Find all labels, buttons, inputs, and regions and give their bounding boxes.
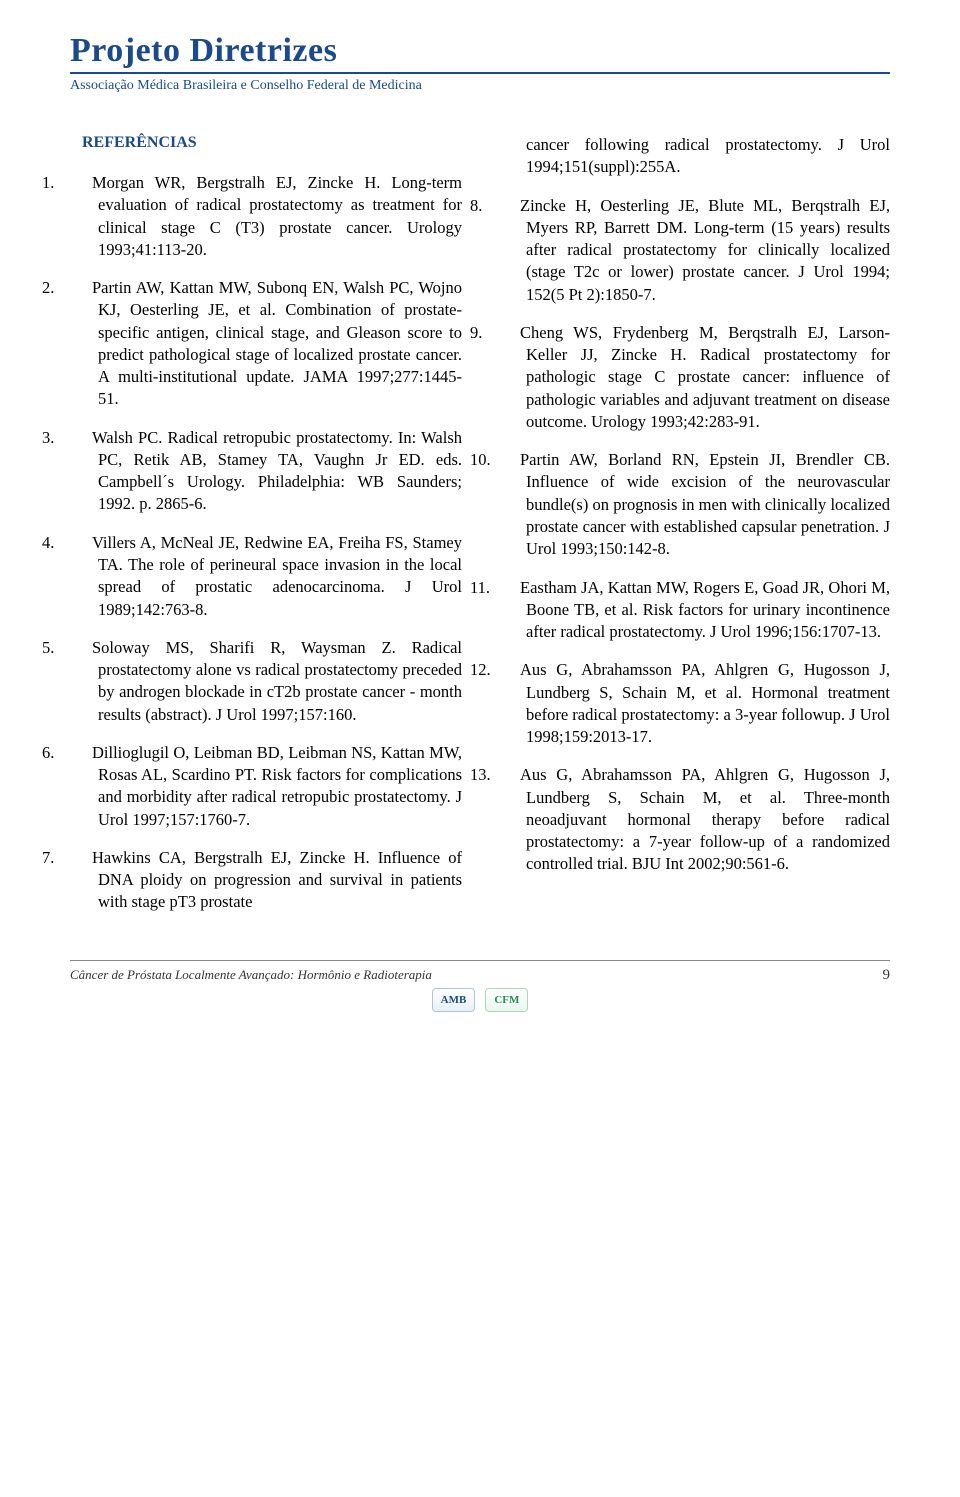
reference-text: Villers A, McNeal JE, Redwine EA, Freiha… (92, 533, 462, 619)
reference-item: 6.Dillioglugil O, Leibman BD, Leibman NS… (70, 742, 462, 831)
reference-item: 3.Walsh PC. Radical retropubic prostatec… (70, 427, 462, 516)
reference-item: 4.Villers A, McNeal JE, Redwine EA, Frei… (70, 532, 462, 621)
reference-number: 6. (70, 742, 92, 764)
reference-number: 7. (70, 847, 92, 869)
reference-number: 10. (498, 449, 520, 471)
reference-item: 13.Aus G, Abrahamsson PA, Ahlgren G, Hug… (498, 764, 890, 875)
left-column: REFERÊNCIAS 1.Morgan WR, Bergstralh EJ, … (70, 134, 462, 930)
reference-number: 11. (498, 577, 520, 599)
right-column: cancer following radical prostatectomy. … (498, 134, 890, 930)
amb-logo-icon: AMB (432, 988, 476, 1012)
reference-text: Walsh PC. Radical retropubic prostatecto… (92, 428, 462, 514)
reference-text: Dillioglugil O, Leibman BD, Leibman NS, … (92, 743, 462, 829)
reference-text: Aus G, Abrahamsson PA, Ahlgren G, Hugoss… (520, 765, 890, 873)
reference-text: Eastham JA, Kattan MW, Rogers E, Goad JR… (520, 578, 890, 642)
reference-number: 2. (70, 277, 92, 299)
reference-number: 3. (70, 427, 92, 449)
reference-number: 13. (498, 764, 520, 786)
reference-number: 8. (498, 195, 520, 217)
reference-item: 7.Hawkins CA, Bergstralh EJ, Zincke H. I… (70, 847, 462, 914)
cfm-logo-icon: CFM (485, 988, 528, 1012)
reference-item: 12.Aus G, Abrahamsson PA, Ahlgren G, Hug… (498, 659, 890, 748)
reference-continuation: cancer following radical prostatectomy. … (498, 134, 890, 179)
page: Projeto Diretrizes Associação Médica Bra… (0, 0, 960, 1032)
footer-logos: AMB CFM (70, 988, 890, 1012)
reference-text: Partin AW, Borland RN, Epstein JI, Brend… (520, 450, 890, 558)
reference-number: 12. (498, 659, 520, 681)
reference-text: Soloway MS, Sharifi R, Waysman Z. Radica… (92, 638, 462, 724)
reference-item: 10.Partin AW, Borland RN, Epstein JI, Br… (498, 449, 890, 560)
reference-text: Morgan WR, Bergstralh EJ, Zincke H. Long… (92, 173, 462, 259)
page-footer: Câncer de Próstata Localmente Avançado: … (70, 960, 890, 984)
reference-text: Aus G, Abrahamsson PA, Ahlgren G, Hugoss… (520, 660, 890, 746)
two-column-body: REFERÊNCIAS 1.Morgan WR, Bergstralh EJ, … (70, 134, 890, 930)
reference-text: Hawkins CA, Bergstralh EJ, Zincke H. Inf… (92, 848, 462, 912)
page-number: 9 (883, 967, 891, 984)
reference-item: 9.Cheng WS, Frydenberg M, Berqstralh EJ,… (498, 322, 890, 433)
reference-text: Partin AW, Kattan MW, Subonq EN, Walsh P… (92, 278, 462, 408)
document-header: Projeto Diretrizes Associação Médica Bra… (70, 32, 890, 94)
project-subtitle: Associação Médica Brasileira e Conselho … (70, 78, 890, 94)
reference-number: 4. (70, 532, 92, 554)
reference-item: 2.Partin AW, Kattan MW, Subonq EN, Walsh… (70, 277, 462, 411)
reference-item: 8.Zincke H, Oesterling JE, Blute ML, Ber… (498, 195, 890, 306)
reference-number: 9. (498, 322, 520, 344)
project-title: Projeto Diretrizes (70, 32, 890, 74)
reference-text: Cheng WS, Frydenberg M, Berqstralh EJ, L… (520, 323, 890, 431)
reference-item: 11.Eastham JA, Kattan MW, Rogers E, Goad… (498, 577, 890, 644)
reference-number: 5. (70, 637, 92, 659)
reference-item: 1.Morgan WR, Bergstralh EJ, Zincke H. Lo… (70, 172, 462, 261)
running-title: Câncer de Próstata Localmente Avançado: … (70, 967, 432, 983)
references-heading: REFERÊNCIAS (82, 134, 462, 152)
reference-item: 5.Soloway MS, Sharifi R, Waysman Z. Radi… (70, 637, 462, 726)
reference-number: 1. (70, 172, 92, 194)
reference-text: Zincke H, Oesterling JE, Blute ML, Berqs… (520, 196, 890, 304)
